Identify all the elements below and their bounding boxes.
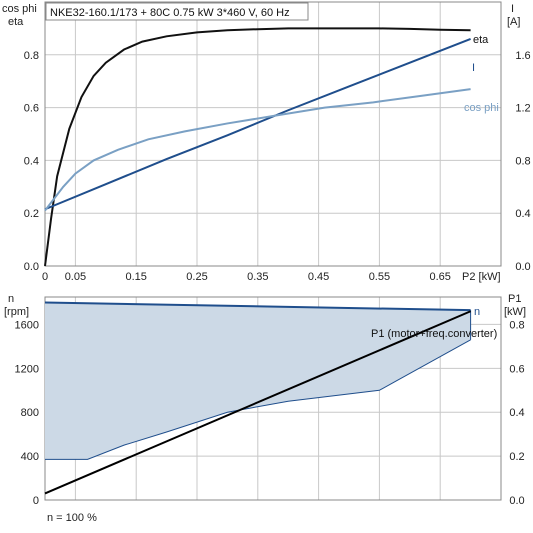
top-right-tick-label: 1.2 bbox=[515, 103, 530, 115]
top-tick-labels: 0 0.05 0.15 0.25 0.35 0.45 0.55 0.65 0.0 0.2 0.4 0.… bbox=[24, 50, 531, 283]
bottom-right-axis-label-2: [kW] bbox=[504, 306, 526, 318]
top-right-tick-label: 1.6 bbox=[515, 50, 530, 62]
bottom-tick-labels: 0 400 800 1200 1600 0.0 0.2 0.4 0.6 0.8 bbox=[15, 319, 525, 507]
series-label-n: n bbox=[474, 306, 480, 318]
top-right-axis-label-1: I bbox=[511, 3, 514, 15]
bottom-left-axis-label-2: [rpm] bbox=[4, 306, 29, 318]
top-x-tick-label: 0.55 bbox=[369, 271, 390, 283]
series-line-n bbox=[44, 301, 471, 312]
bottom-series: n P1 (motor+freq.converter) bbox=[44, 301, 497, 495]
bottom-left-tick-label: 1200 bbox=[15, 363, 39, 375]
bottom-left-tick-label: 1600 bbox=[15, 319, 39, 331]
top-right-tick-label: 0.0 bbox=[515, 261, 530, 273]
series-line-I bbox=[44, 38, 471, 211]
series-line-P1 bbox=[44, 310, 471, 495]
top-right-axis-label-2: [A] bbox=[507, 16, 520, 28]
bottom-right-tick-label: 0.6 bbox=[509, 363, 524, 375]
top-x-tick-label: 0 bbox=[42, 271, 48, 283]
series-line-cos-phi bbox=[44, 88, 471, 212]
x-axis-label: P2 [kW] bbox=[462, 271, 501, 283]
top-left-tick-label: 0.8 bbox=[24, 50, 39, 62]
title-box bbox=[45, 2, 309, 21]
top-plot-frame bbox=[44, 1, 502, 267]
top-left-tick-label: 0.2 bbox=[24, 208, 39, 220]
bottom-right-tick-label: 0.0 bbox=[509, 495, 524, 507]
bottom-left-axis-label-1: n bbox=[8, 293, 14, 305]
top-x-tick-label: 0.25 bbox=[186, 271, 207, 283]
top-left-tick-label: 0.6 bbox=[24, 103, 39, 115]
chart-title: NKE32-160.1/173 + 80C 0.75 kW 3*460 V, 6… bbox=[50, 7, 290, 19]
top-left-axis-label-2: eta bbox=[8, 16, 24, 28]
top-x-tick-label: 0.65 bbox=[429, 271, 450, 283]
series-line-eta bbox=[44, 27, 471, 267]
bottom-right-tick-label: 0.8 bbox=[509, 319, 524, 331]
series-label-P1: P1 (motor+freq.converter) bbox=[371, 328, 497, 340]
bottom-right-tick-label: 0.2 bbox=[509, 451, 524, 463]
top-x-tick-label: 0.35 bbox=[247, 271, 268, 283]
bottom-right-axis-label-1: P1 bbox=[508, 293, 521, 305]
top-x-tick-label: 0.05 bbox=[65, 271, 86, 283]
area-lower-boundary bbox=[45, 339, 471, 460]
series-label-eta: eta bbox=[473, 34, 489, 46]
top-left-tick-label: 0.0 bbox=[24, 261, 39, 273]
bottom-left-tick-label: 0 bbox=[33, 495, 39, 507]
top-x-tick-label: 0.45 bbox=[308, 271, 329, 283]
bottom-left-tick-label: 400 bbox=[21, 451, 39, 463]
footnote: n = 100 % bbox=[47, 512, 97, 524]
bottom-left-tick-label: 800 bbox=[21, 407, 39, 419]
top-left-axis-label-1: cos phi bbox=[2, 3, 37, 15]
top-right-tick-label: 0.4 bbox=[515, 208, 530, 220]
top-left-tick-label: 0.4 bbox=[24, 155, 39, 167]
top-right-tick-label: 0.8 bbox=[515, 155, 530, 167]
series-label-I: I bbox=[472, 62, 475, 74]
bottom-right-tick-label: 0.4 bbox=[509, 407, 524, 419]
operating-area bbox=[45, 302, 471, 460]
top-x-tick-label: 0.15 bbox=[125, 271, 146, 283]
series-label-cos-phi: cos phi bbox=[464, 102, 499, 114]
top-chart-grid bbox=[44, 2, 501, 267]
